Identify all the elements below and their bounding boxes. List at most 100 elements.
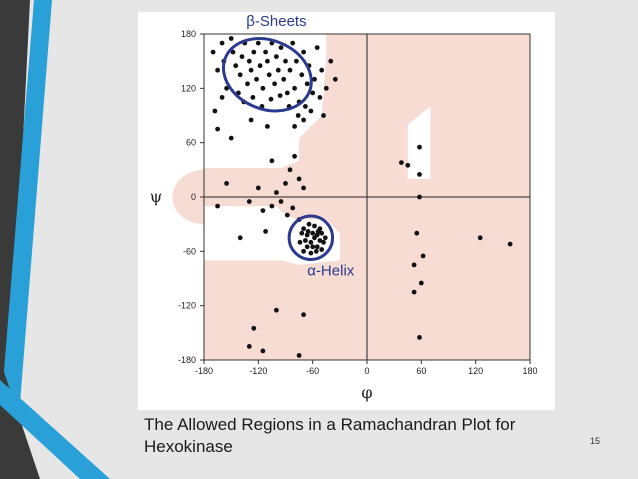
data-point <box>219 95 225 100</box>
data-point <box>219 40 225 46</box>
data-point <box>251 49 257 55</box>
data-point <box>319 247 325 252</box>
data-point <box>314 244 320 250</box>
data-point <box>230 49 236 55</box>
data-point <box>304 244 310 250</box>
data-point <box>414 230 420 236</box>
data-point <box>317 238 323 243</box>
data-point <box>255 40 261 46</box>
data-point <box>292 85 297 91</box>
page-number: 15 <box>590 436 601 446</box>
data-point <box>301 226 306 232</box>
beta-sheet-label: β-Sheets <box>246 13 306 30</box>
data-point <box>310 90 316 96</box>
data-point <box>332 76 338 82</box>
data-point <box>308 108 314 114</box>
data-point <box>312 76 317 82</box>
data-point <box>292 153 297 159</box>
data-point <box>272 81 277 87</box>
data-point <box>245 81 250 87</box>
annotations: β-Sheets α-Helix <box>221 13 355 279</box>
left-handed-helix-region <box>407 106 431 179</box>
data-point <box>308 239 314 245</box>
data-point <box>257 63 263 69</box>
data-point <box>237 235 243 241</box>
data-point <box>233 63 239 69</box>
x-tick-label: 120 <box>468 366 483 376</box>
data-point <box>248 117 254 123</box>
data-point <box>294 58 299 64</box>
data-point <box>250 95 256 100</box>
data-point <box>319 230 325 236</box>
data-point <box>255 185 261 191</box>
data-point <box>301 185 306 191</box>
data-point <box>274 307 279 313</box>
y-tick-label: -180 <box>178 355 196 365</box>
data-point <box>405 162 411 168</box>
data-point <box>215 126 220 132</box>
data-point <box>224 181 229 186</box>
data-point <box>278 45 284 50</box>
x-tick-label: 60 <box>416 366 426 376</box>
y-tick-label: 60 <box>186 138 196 148</box>
data-point <box>246 58 252 64</box>
data-point <box>420 253 426 259</box>
data-point <box>284 90 290 96</box>
data-point <box>278 199 284 204</box>
decorative-stripe-blue <box>0 0 52 479</box>
data-point <box>315 229 321 234</box>
data-point <box>507 241 513 247</box>
data-point <box>265 58 270 64</box>
data-point <box>411 262 417 268</box>
x-tick-label: -120 <box>249 366 267 376</box>
data-point <box>277 93 283 98</box>
data-point <box>260 348 266 354</box>
data-point <box>301 117 306 123</box>
slide-caption: The Allowed Regions in a Ramachandran Pl… <box>144 415 516 456</box>
beta-sheet-ellipse <box>221 37 313 113</box>
data-point <box>263 229 268 234</box>
data-point <box>417 194 422 200</box>
data-point <box>275 67 281 73</box>
data-point <box>411 289 417 295</box>
y-tick-label: 120 <box>181 83 196 93</box>
data-points <box>210 36 513 358</box>
decorative-stripe-blue-bottom <box>0 380 110 479</box>
data-point <box>283 58 288 64</box>
alpha-helix-label: α-Helix <box>307 262 355 279</box>
data-point <box>215 203 220 209</box>
x-axis-label: φ <box>361 383 372 402</box>
data-point <box>266 72 272 78</box>
x-tick-label: -60 <box>306 366 319 376</box>
data-point <box>310 230 316 236</box>
data-point <box>328 58 334 64</box>
data-point <box>308 250 314 256</box>
data-point <box>246 199 252 204</box>
data-point <box>290 205 296 211</box>
data-point <box>417 172 422 177</box>
data-point <box>212 108 218 114</box>
data-point <box>210 49 216 55</box>
data-point <box>269 158 275 164</box>
figure-panel: -180 -120 -60 0 60 120 180 180 120 60 0 -60 -120 -180… <box>138 12 555 410</box>
data-point <box>477 235 483 241</box>
data-point <box>303 238 308 243</box>
data-point <box>301 312 306 318</box>
data-point <box>292 124 297 129</box>
data-point <box>246 344 252 349</box>
data-point <box>260 208 266 214</box>
y-tick-label: -120 <box>178 301 196 311</box>
x-tick-label: 0 <box>364 366 369 376</box>
data-point <box>274 190 279 195</box>
alpha-helix-ellipse <box>287 214 335 261</box>
data-point <box>321 239 326 245</box>
data-point <box>322 235 328 241</box>
data-point <box>290 40 296 46</box>
data-point <box>301 49 306 55</box>
data-point <box>287 67 293 73</box>
y-tick-label: 180 <box>181 29 196 39</box>
data-point <box>269 203 275 209</box>
data-point <box>281 76 287 82</box>
data-point <box>417 144 422 150</box>
data-point <box>268 96 274 102</box>
